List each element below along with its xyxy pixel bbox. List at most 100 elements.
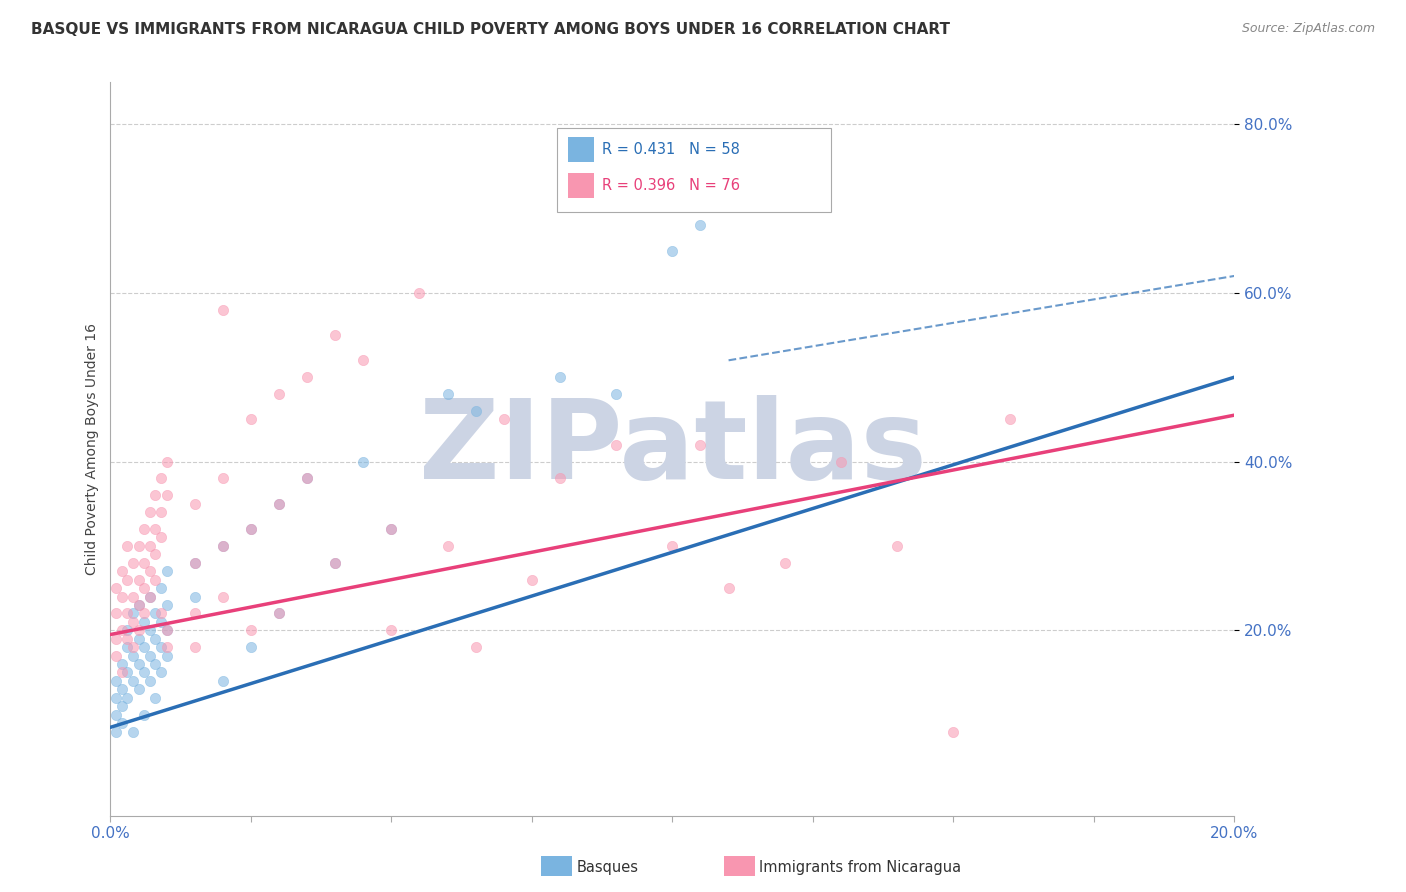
Point — [139, 539, 162, 553]
Point — [830, 454, 852, 468]
Point — [211, 302, 233, 317]
Point — [211, 590, 233, 604]
Point — [105, 724, 128, 739]
Point — [105, 581, 128, 595]
Point — [139, 564, 162, 578]
Point — [122, 607, 145, 621]
Point — [352, 353, 374, 368]
Point — [105, 607, 128, 621]
Point — [773, 556, 796, 570]
Point — [105, 632, 128, 646]
Point — [128, 573, 150, 587]
Point — [689, 438, 711, 452]
Point — [661, 244, 683, 258]
Text: BASQUE VS IMMIGRANTS FROM NICARAGUA CHILD POVERTY AMONG BOYS UNDER 16 CORRELATIO: BASQUE VS IMMIGRANTS FROM NICARAGUA CHIL… — [31, 22, 950, 37]
Point — [128, 632, 150, 646]
Point — [128, 598, 150, 612]
Point — [111, 699, 134, 714]
Text: Immigrants from Nicaragua: Immigrants from Nicaragua — [759, 860, 962, 874]
Point — [211, 471, 233, 485]
Text: Basques: Basques — [576, 860, 638, 874]
Point — [122, 648, 145, 663]
Point — [128, 539, 150, 553]
Point — [145, 547, 167, 561]
Point — [105, 648, 128, 663]
Point — [323, 328, 346, 343]
Point — [117, 573, 139, 587]
Point — [436, 387, 458, 401]
Point — [139, 505, 162, 519]
Point — [323, 556, 346, 570]
Point — [605, 438, 627, 452]
Point — [239, 412, 262, 426]
Point — [139, 590, 162, 604]
Point — [111, 682, 134, 697]
Point — [295, 471, 318, 485]
Point — [128, 682, 150, 697]
Point — [267, 497, 290, 511]
Point — [155, 624, 177, 638]
Point — [183, 556, 205, 570]
Point — [295, 370, 318, 384]
Point — [548, 471, 571, 485]
Point — [117, 640, 139, 655]
Point — [155, 454, 177, 468]
Point — [150, 640, 173, 655]
Point — [408, 285, 430, 300]
Point — [117, 624, 139, 638]
Point — [267, 497, 290, 511]
Point — [122, 724, 145, 739]
Point — [122, 640, 145, 655]
Point — [117, 665, 139, 680]
Point — [111, 624, 134, 638]
Text: R = 0.396   N = 76: R = 0.396 N = 76 — [602, 178, 740, 193]
Point — [134, 522, 156, 536]
Point — [155, 598, 177, 612]
Point — [128, 624, 150, 638]
Point — [117, 632, 139, 646]
Point — [942, 724, 965, 739]
Point — [145, 522, 167, 536]
Point — [295, 471, 318, 485]
Point — [139, 648, 162, 663]
Point — [105, 690, 128, 705]
Point — [150, 665, 173, 680]
Point — [117, 607, 139, 621]
Point — [211, 539, 233, 553]
Point — [150, 471, 173, 485]
Point — [111, 665, 134, 680]
Point — [548, 370, 571, 384]
Point — [211, 673, 233, 688]
Point — [134, 607, 156, 621]
Point — [492, 412, 515, 426]
Point — [380, 522, 402, 536]
Point — [886, 539, 908, 553]
Text: Source: ZipAtlas.com: Source: ZipAtlas.com — [1241, 22, 1375, 36]
Point — [145, 488, 167, 502]
Point — [122, 556, 145, 570]
Point — [145, 632, 167, 646]
Point — [150, 607, 173, 621]
Point — [183, 607, 205, 621]
Point — [267, 387, 290, 401]
Point — [717, 581, 740, 595]
Point — [380, 522, 402, 536]
Point — [436, 539, 458, 553]
Point — [128, 598, 150, 612]
Point — [128, 657, 150, 671]
Point — [145, 573, 167, 587]
Point — [155, 488, 177, 502]
Point — [155, 640, 177, 655]
Point — [267, 607, 290, 621]
Text: ZIPatlas: ZIPatlas — [419, 395, 927, 502]
Point — [183, 590, 205, 604]
Point — [211, 539, 233, 553]
Point — [105, 707, 128, 722]
Point — [105, 673, 128, 688]
Point — [134, 665, 156, 680]
Point — [150, 615, 173, 629]
Point — [150, 581, 173, 595]
Point — [183, 556, 205, 570]
Point — [117, 539, 139, 553]
Point — [139, 624, 162, 638]
